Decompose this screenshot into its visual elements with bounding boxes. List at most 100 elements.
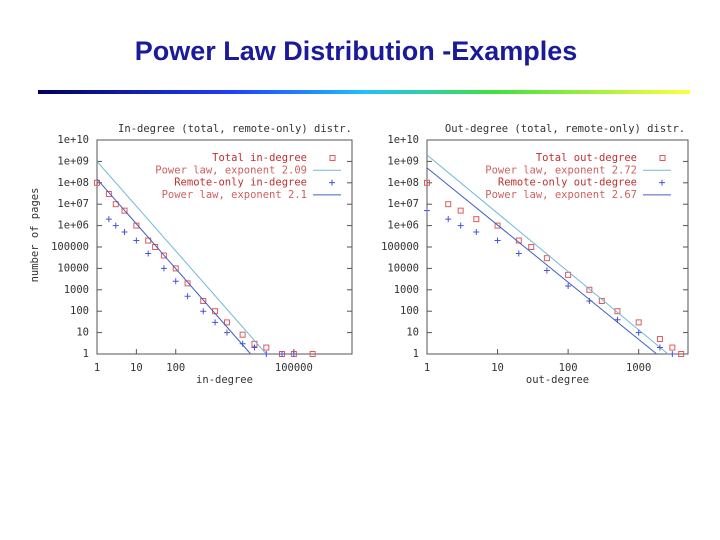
point: [223, 329, 230, 336]
point: [678, 351, 685, 357]
point: [121, 229, 128, 236]
point: [494, 222, 501, 229]
slide-title: Power Law Distribution -Examples: [135, 36, 578, 66]
y-tick-label: 1e+10: [387, 134, 419, 146]
point: [473, 216, 480, 223]
point: [200, 297, 207, 304]
y-tick-label: 10: [76, 327, 89, 339]
point: [669, 351, 676, 357]
point: [184, 280, 191, 287]
point: [424, 207, 430, 214]
chart-title: Out-degree (total, remote-only) distr.: [445, 123, 685, 135]
legend-label: Total out-degree: [536, 152, 637, 164]
y-tick-label: 1e+09: [387, 155, 419, 167]
x-tick-label: 100: [559, 362, 578, 374]
point: [172, 278, 179, 285]
x-tick-label: 100000: [275, 362, 313, 374]
point: [263, 351, 270, 357]
point: [473, 229, 480, 236]
y-tick-label: 100: [70, 305, 89, 317]
y-tick-label: 1e+07: [387, 198, 419, 210]
legend-label: Power law, exponent 2.72: [485, 164, 637, 176]
fit-line: [426, 154, 669, 355]
point: [565, 283, 572, 290]
legend-swatch: [329, 179, 335, 186]
y-tick-label: 100000: [381, 241, 419, 253]
y-tick-label: 1e+07: [57, 198, 89, 210]
point: [586, 286, 593, 293]
point: [160, 265, 167, 272]
legend-label: Power law, exponent 2.1: [162, 189, 307, 201]
point: [669, 344, 676, 351]
point: [656, 336, 663, 343]
point: [105, 216, 112, 223]
point: [457, 222, 464, 229]
point: [290, 351, 297, 357]
point: [528, 244, 535, 250]
point: [614, 308, 621, 315]
point: [133, 222, 140, 229]
legend-label: Remote-only out-degree: [498, 177, 637, 189]
point: [445, 216, 452, 223]
point: [105, 190, 112, 197]
point: [424, 179, 430, 186]
x-tick-label: 10: [491, 362, 504, 374]
point: [239, 331, 246, 338]
point: [309, 351, 316, 357]
y-tick-label: 1: [83, 348, 89, 360]
legend-swatch: [659, 155, 666, 161]
legend-label: Remote-only in-degree: [174, 177, 307, 189]
legend-swatch: [659, 179, 665, 186]
y-tick-label: 100: [400, 305, 419, 317]
y-tick-label: 1e+09: [57, 155, 89, 167]
point: [263, 344, 270, 351]
point: [635, 329, 642, 336]
y-tick-label: 1e+08: [387, 177, 419, 189]
x-tick-label: 100: [166, 362, 185, 374]
point: [112, 201, 119, 208]
point: [445, 201, 452, 208]
y-tick-label: 1e+06: [57, 220, 89, 232]
point: [457, 207, 464, 214]
point: [145, 250, 152, 257]
y-tick-label: 10: [406, 327, 419, 339]
x-axis-label: in-degree: [196, 374, 253, 386]
legend-label: Total in-degree: [212, 152, 307, 164]
point: [184, 293, 191, 300]
legend-swatch: [329, 155, 336, 161]
y-tick-label: 10000: [57, 262, 89, 274]
title-underline: [38, 90, 690, 94]
point: [223, 319, 230, 326]
x-tick-label: 1: [424, 362, 430, 374]
chart-title: In-degree (total, remote-only) distr.: [118, 123, 352, 135]
x-tick-label: 1000: [626, 362, 651, 374]
point: [543, 255, 550, 262]
x-axis-label: out-degree: [526, 374, 589, 386]
legend-label: Power law, exponent 2.67: [485, 189, 637, 201]
point: [278, 351, 285, 357]
point: [112, 222, 119, 229]
fit-line: [426, 167, 658, 355]
point: [121, 207, 128, 214]
legend-label: Power law, exponent 2.09: [155, 164, 307, 176]
y-tick-label: 1: [413, 348, 419, 360]
y-tick-label: 1000: [394, 284, 419, 296]
fit-line: [96, 178, 252, 355]
point: [212, 319, 219, 326]
point: [133, 237, 140, 244]
y-tick-label: 1e+06: [387, 220, 419, 232]
fit-line: [96, 161, 267, 355]
y-tick-label: 1e+10: [57, 134, 89, 146]
point: [94, 179, 100, 186]
y-axis-label: number of pages: [29, 188, 41, 283]
x-tick-label: 1: [94, 362, 100, 374]
point: [160, 252, 167, 259]
point: [494, 237, 501, 244]
point: [172, 265, 179, 272]
point: [239, 340, 246, 347]
point: [543, 267, 550, 274]
y-tick-label: 1e+08: [57, 177, 89, 189]
y-tick-label: 100000: [51, 241, 89, 253]
